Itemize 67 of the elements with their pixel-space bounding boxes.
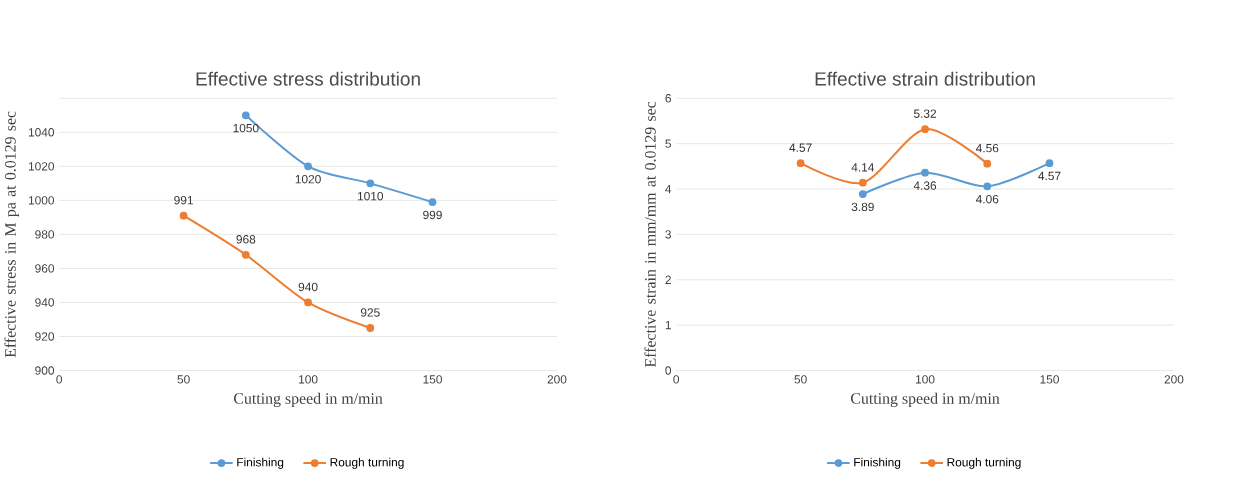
y-tick-label: 900: [35, 366, 55, 375]
point: [241, 111, 250, 120]
data-label: 925: [360, 308, 380, 317]
data-label: 5.32: [913, 109, 937, 119]
x-axis-title: Cutting speed in m/min: [851, 392, 1000, 408]
point: [858, 190, 867, 199]
point: [983, 159, 992, 168]
x-tick-label: 200: [1164, 375, 1184, 384]
y-tick-label: 920: [35, 332, 55, 341]
x-tick-label: 200: [547, 375, 567, 384]
y-tick-label: 960: [35, 264, 55, 273]
point: [428, 198, 437, 207]
data-label: 1020: [295, 175, 321, 184]
y-axis-title: Effective strain in mm/mm at 0.0129 sec: [644, 101, 656, 368]
point: [796, 159, 805, 168]
y-tick-label: 1040: [28, 128, 55, 137]
data-label: 968: [236, 235, 256, 244]
y-tick-label: 3: [665, 230, 671, 239]
data-label: 3.89: [851, 202, 874, 212]
y-tick-label: 4: [665, 185, 672, 194]
point: [983, 182, 992, 191]
point: [921, 125, 929, 134]
point: [241, 251, 250, 259]
legend-label: Finishing: [237, 457, 284, 470]
x-tick-label: 50: [177, 375, 190, 384]
y-tick-label: 940: [35, 298, 55, 307]
point: [304, 298, 312, 307]
chart-title: Effective strain distribution: [815, 71, 1035, 86]
legend-label: Finishing: [854, 457, 901, 470]
x-tick-label: 100: [916, 375, 935, 384]
point: [366, 179, 375, 188]
data-label: 4.57: [789, 143, 812, 153]
x-tick-label: 100: [299, 375, 318, 384]
data-label: 940: [298, 282, 318, 292]
data-label: 1050: [233, 124, 259, 133]
y-tick-label: 980: [35, 230, 55, 239]
point: [179, 212, 188, 220]
y-tick-label: 1: [665, 321, 671, 330]
data-label: 4.36: [913, 181, 937, 190]
data-label: 1010: [357, 192, 384, 201]
point: [366, 324, 375, 333]
data-label: 4.57: [1038, 172, 1061, 181]
point: [858, 179, 867, 187]
point: [921, 169, 929, 177]
x-tick-label: 0: [673, 375, 679, 384]
x-tick-label: 0: [56, 375, 63, 384]
legend-label: Rough turning: [947, 457, 1021, 470]
data-label: 4.56: [975, 144, 999, 153]
x-tick-label: 50: [794, 375, 807, 384]
data-label: 999: [423, 210, 442, 220]
data-label: 4.14: [851, 163, 875, 172]
data-label: 991: [174, 196, 193, 205]
x-axis-title: Cutting speed in m/min: [234, 392, 383, 408]
y-tick-label: 0: [665, 366, 672, 375]
point: [304, 162, 312, 171]
data-label: 4.06: [975, 195, 999, 204]
y-tick-label: 6: [665, 94, 671, 103]
x-tick-label: 150: [423, 375, 442, 384]
y-tick-label: 2: [665, 275, 671, 285]
y-axis-title: Effective stress in M pa at 0.0129 sec: [4, 111, 19, 358]
y-tick-label: 1000: [28, 196, 55, 205]
y-tick-label: 1020: [28, 162, 55, 171]
chart-title: Effective stress distribution: [196, 71, 420, 86]
point: [1045, 159, 1054, 168]
legend-label: Rough turning: [330, 457, 404, 470]
x-tick-label: 150: [1040, 375, 1059, 384]
y-tick-label: 5: [665, 139, 671, 149]
